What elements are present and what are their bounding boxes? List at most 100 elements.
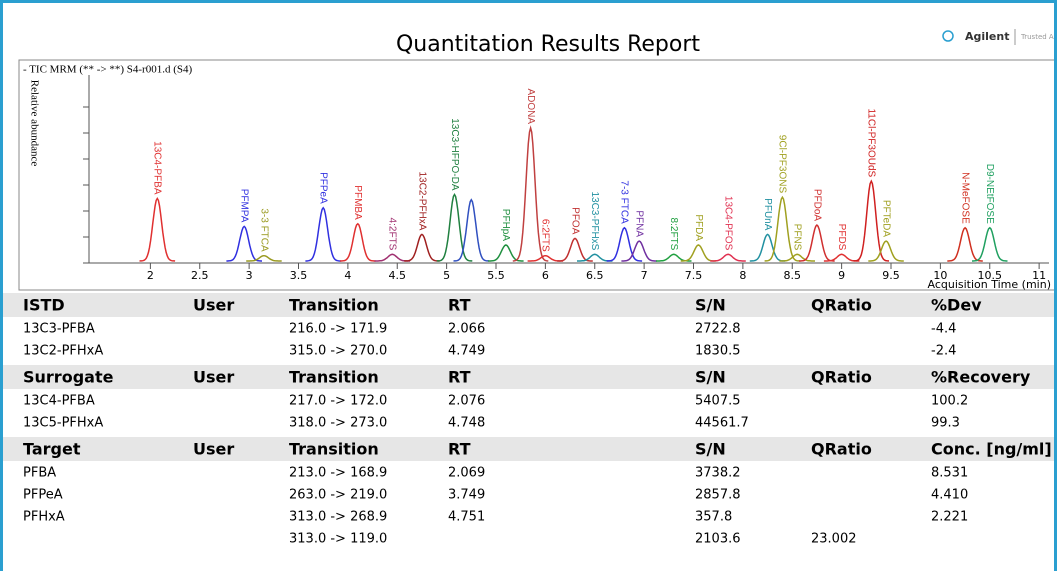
peak (305, 206, 341, 262)
column-header: Conc. [ng/ml] (931, 440, 1052, 459)
table-cell: 3738.2 (695, 466, 741, 481)
x-tick-label: 8.5 (784, 269, 802, 282)
peak (340, 222, 376, 262)
logo-text: Agilent (965, 30, 1009, 43)
peak-label: 9Cl-PF3ONS (777, 135, 788, 194)
x-tick-label: 6.5 (586, 269, 604, 282)
x-tick-label: 10 (933, 269, 947, 282)
peak (749, 233, 786, 262)
x-tick-label: 4.5 (389, 269, 407, 282)
x-tick-label: 7 (641, 269, 648, 282)
peak-label: PFDoA (811, 189, 822, 222)
peak (764, 195, 801, 262)
chart-frame (18, 59, 1054, 291)
title: Quantitation Results Report (396, 32, 700, 57)
peak (606, 226, 643, 262)
x-tick-label: 8 (739, 269, 746, 282)
tagline: Trusted Answers (1020, 33, 1054, 41)
table-cell: 4.751 (448, 510, 485, 525)
table-cell: 2103.6 (695, 532, 741, 547)
x-tick-label: 5.5 (487, 269, 505, 282)
table-cell: 2.076 (448, 394, 485, 409)
peak-label: PFMBA (352, 185, 363, 220)
column-header: %Recovery (931, 368, 1031, 387)
peak (226, 225, 262, 262)
chart-label: - TIC MRM (** -> **) S4-r001.d (S4) (23, 64, 192, 76)
peak (947, 226, 983, 262)
table-cell: 4.410 (931, 488, 968, 503)
x-tick-label: 10.5 (978, 269, 1003, 282)
peak-label: PFTeDA (880, 200, 891, 238)
column-header: RT (448, 440, 471, 459)
report: Quantitation Results Report Agilent Trus… (3, 29, 1054, 547)
column-header: S/N (695, 440, 726, 459)
peak (779, 253, 815, 262)
peak-label: N-MeFOSE (959, 172, 970, 224)
peak (453, 198, 490, 262)
column-header: User (193, 368, 234, 387)
table-cell: 100.2 (931, 394, 968, 409)
peak-label: PFPeA (318, 172, 329, 204)
logo-icon (942, 30, 954, 42)
peak-label: 13C4-PFOS (722, 196, 733, 251)
peak-label: D9-NEtFOSE (984, 164, 995, 224)
table-cell: -2.4 (931, 344, 956, 359)
peak-label: 3-3 FTCA (258, 208, 269, 252)
table-cell: 213.0 -> 168.9 (289, 466, 387, 481)
peak (680, 244, 717, 262)
table-cell: 216.0 -> 171.9 (289, 322, 387, 337)
peak-label: 13C3-PFHxS (589, 191, 600, 250)
peak-label: 8:2FTS (668, 218, 679, 251)
section-header-bg (3, 293, 1054, 317)
table-cell: 13C4-PFBA (23, 394, 95, 409)
peak (374, 253, 411, 262)
column-header: RT (448, 368, 471, 387)
section-header-bg (3, 437, 1054, 461)
peak (621, 240, 657, 262)
table-cell: 1830.5 (695, 344, 741, 359)
peak-label: PFOA (569, 207, 580, 235)
peak-label: 6:2FTS (540, 219, 551, 252)
peak (557, 237, 593, 262)
peak-label: 4:2FTS (387, 218, 398, 251)
table-cell: 313.0 -> 119.0 (289, 532, 387, 547)
peak-label: PFMPA (239, 189, 250, 223)
table-cell: 2.221 (931, 510, 968, 525)
table-cell: PFPeA (23, 488, 63, 503)
peak-label: 11Cl-PF3OUdS (866, 108, 877, 177)
peak (972, 226, 1008, 262)
table-cell: 318.0 -> 273.0 (289, 416, 387, 431)
x-tick-label: 5 (443, 269, 450, 282)
x-tick-label: 4 (344, 269, 351, 282)
column-header: Transition (289, 440, 379, 459)
column-header: Transition (289, 296, 379, 315)
column-header: QRatio (811, 296, 872, 315)
table-cell: 2.066 (448, 322, 485, 337)
y-label: Relative abundance (28, 80, 40, 167)
table-cell: 4.748 (448, 416, 485, 431)
table-cell: 2722.8 (695, 322, 741, 337)
x-tick-label: 9 (838, 269, 845, 282)
table-cell: 13C5-PFHxA (23, 416, 103, 431)
column-header: QRatio (811, 368, 872, 387)
table-cell: 13C3-PFBA (23, 322, 95, 337)
table-cell: PFHxA (23, 510, 65, 525)
peak (823, 253, 860, 262)
x-tick-label: 9.5 (882, 269, 900, 282)
column-header: %Dev (931, 296, 982, 315)
column-header: ISTD (23, 296, 65, 315)
column-header: User (193, 296, 234, 315)
column-header: S/N (695, 296, 726, 315)
peak-label: 13C4-PFBA (152, 141, 163, 195)
table-cell: -4.4 (931, 322, 956, 337)
table-cell: 8.531 (931, 466, 968, 481)
column-header: S/N (695, 368, 726, 387)
x-tick-label: 11 (1032, 269, 1046, 282)
table-cell: 315.0 -> 270.0 (289, 344, 387, 359)
x-tick-label: 2 (147, 269, 154, 282)
peak (853, 179, 890, 262)
table-cell: 99.3 (931, 416, 960, 431)
table-cell: 313.0 -> 268.9 (289, 510, 387, 525)
peak-label: ADONA (525, 88, 536, 124)
